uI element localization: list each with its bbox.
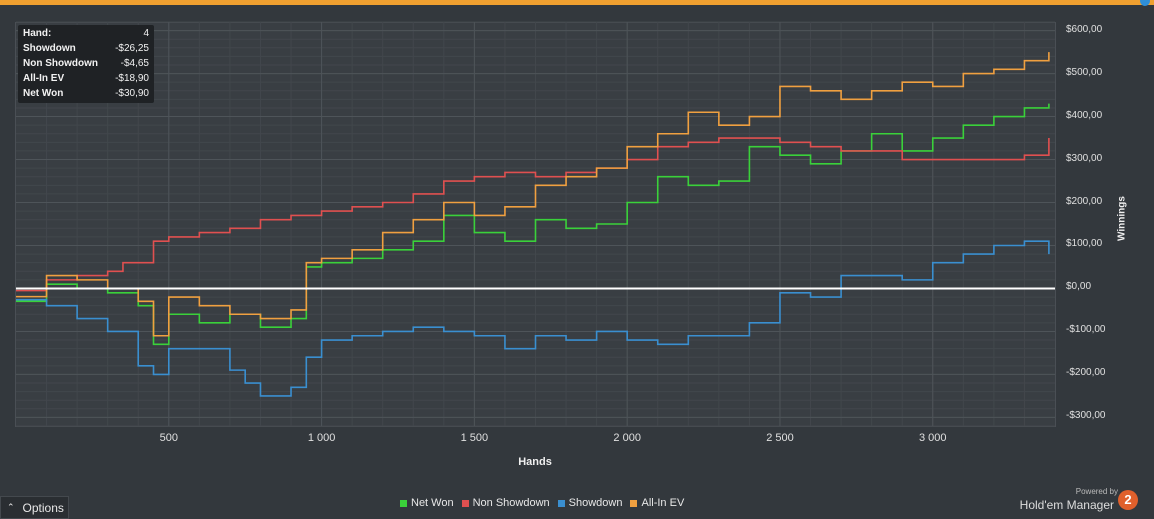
window-corner-icon[interactable] <box>1140 0 1150 6</box>
series-line-net-won <box>16 103 1050 346</box>
tooltip-label: Net Won <box>23 88 64 99</box>
legend-item[interactable]: Net Won <box>400 497 454 509</box>
y-axis-label: Winnings <box>1116 196 1128 241</box>
tooltip-value: 4 <box>143 28 149 39</box>
tooltip-label: All-In EV <box>23 73 65 84</box>
legend-label: Showdown <box>568 497 623 509</box>
tooltip-label: Hand: <box>23 28 52 39</box>
legend-swatch <box>557 499 565 507</box>
options-label: Options <box>22 500 64 515</box>
x-tick-label: 500 <box>159 432 178 444</box>
y-tick-label: $200,00 <box>1066 195 1103 207</box>
powered-by-text: Powered by <box>1075 487 1118 496</box>
y-tick-label: -$200,00 <box>1066 367 1106 379</box>
y-tick-label: $400,00 <box>1066 109 1103 121</box>
tooltip-row: Hand: 4 <box>23 28 149 42</box>
chevron-up-icon: ⌃ <box>7 502 15 512</box>
branding: Powered by Hold'em Manager 2 <box>1008 487 1138 517</box>
tooltip-label: Non Showdown <box>23 58 98 69</box>
x-tick-label: 2 000 <box>613 432 641 444</box>
brand-name: Hold'em Manager <box>1019 498 1114 512</box>
x-tick-label: 2 500 <box>766 432 794 444</box>
x-axis-label: Hands <box>518 456 552 468</box>
y-tick-label: $100,00 <box>1066 238 1103 250</box>
x-tick-label: 1 500 <box>460 432 489 444</box>
legend-swatch <box>461 499 469 507</box>
tooltip-row: Net Won -$30,90 <box>23 88 149 102</box>
legend-item[interactable]: Showdown <box>557 497 623 509</box>
legend-item[interactable]: Non Showdown <box>461 497 550 509</box>
tooltip-row: Non Showdown -$4,65 <box>23 58 149 72</box>
y-tick-label: $600,00 <box>1066 23 1103 35</box>
y-tick-label: -$300,00 <box>1066 410 1106 422</box>
tooltip-label: Showdown <box>23 43 76 54</box>
tooltip-value: -$26,25 <box>115 43 149 54</box>
series-line-all-in-ev <box>16 52 1050 337</box>
legend-label: Non Showdown <box>472 497 550 509</box>
legend-swatch <box>400 499 407 507</box>
tooltip-row: Showdown -$26,25 <box>23 43 149 57</box>
legend-label: Net Won <box>411 497 454 509</box>
tooltip-value: -$30,90 <box>115 88 149 99</box>
legend-item[interactable]: All-In EV <box>630 497 684 509</box>
options-button[interactable]: ⌃ Options <box>0 496 69 519</box>
hm2-logo-icon: 2 <box>1118 490 1138 510</box>
y-tick-label: -$100,00 <box>1066 324 1106 336</box>
legend-label: All-In EV <box>641 497 685 509</box>
y-tick-label: $0,00 <box>1066 281 1092 293</box>
tooltip-row: All-In EV -$18,90 <box>23 73 149 87</box>
series-line-showdown <box>16 240 1050 397</box>
x-tick-label: 1 000 <box>307 432 336 444</box>
x-tick-label: 3 000 <box>918 432 947 444</box>
series-line-non-showdown <box>16 137 1050 292</box>
tooltip-value: -$4,65 <box>120 58 149 69</box>
legend-swatch <box>630 499 638 507</box>
y-tick-label: $300,00 <box>1066 152 1103 164</box>
chart-legend: Net Won Non Showdown Showdown All-In EV <box>400 497 684 509</box>
y-tick-label: $500,00 <box>1066 66 1103 78</box>
hover-tooltip: Hand: 4 Showdown -$26,25 Non Showdown -$4,65 A… <box>18 25 154 103</box>
tooltip-value: -$18,90 <box>115 73 149 84</box>
window-top-bar <box>0 0 1154 5</box>
